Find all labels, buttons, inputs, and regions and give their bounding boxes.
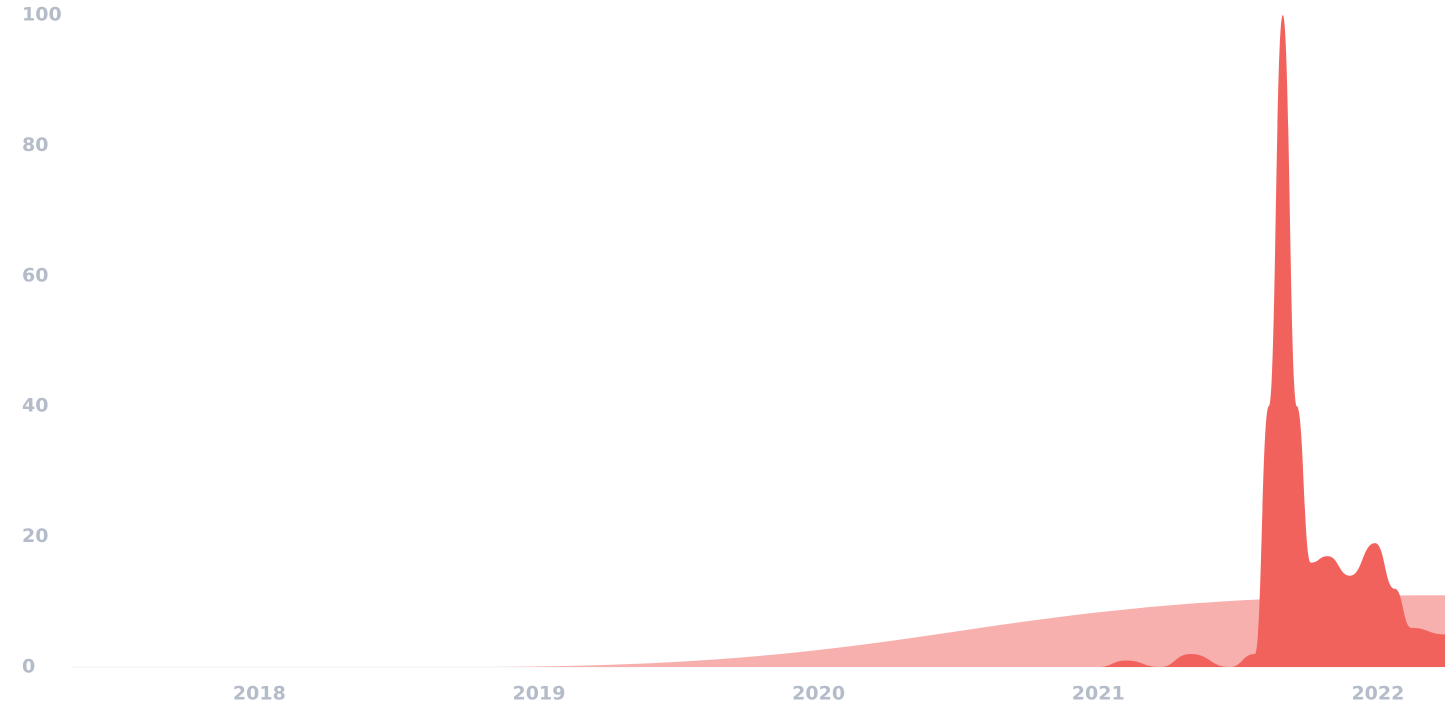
area: [72, 595, 1445, 667]
y-tick-label: 100: [22, 4, 62, 26]
y-tick-label: 80: [22, 134, 48, 156]
x-tick-label: 2018: [233, 683, 286, 705]
x-tick-label: 2021: [1072, 683, 1125, 705]
x-tick-label: 2022: [1351, 683, 1404, 705]
y-tick-label: 20: [22, 525, 48, 547]
y-tick-label: 40: [22, 395, 48, 417]
x-tick-label: 2020: [792, 683, 845, 705]
x-tick-label: 2019: [513, 683, 566, 705]
area: [72, 15, 1445, 667]
y-tick-label: 60: [22, 264, 48, 286]
y-tick-label: 0: [22, 656, 35, 678]
